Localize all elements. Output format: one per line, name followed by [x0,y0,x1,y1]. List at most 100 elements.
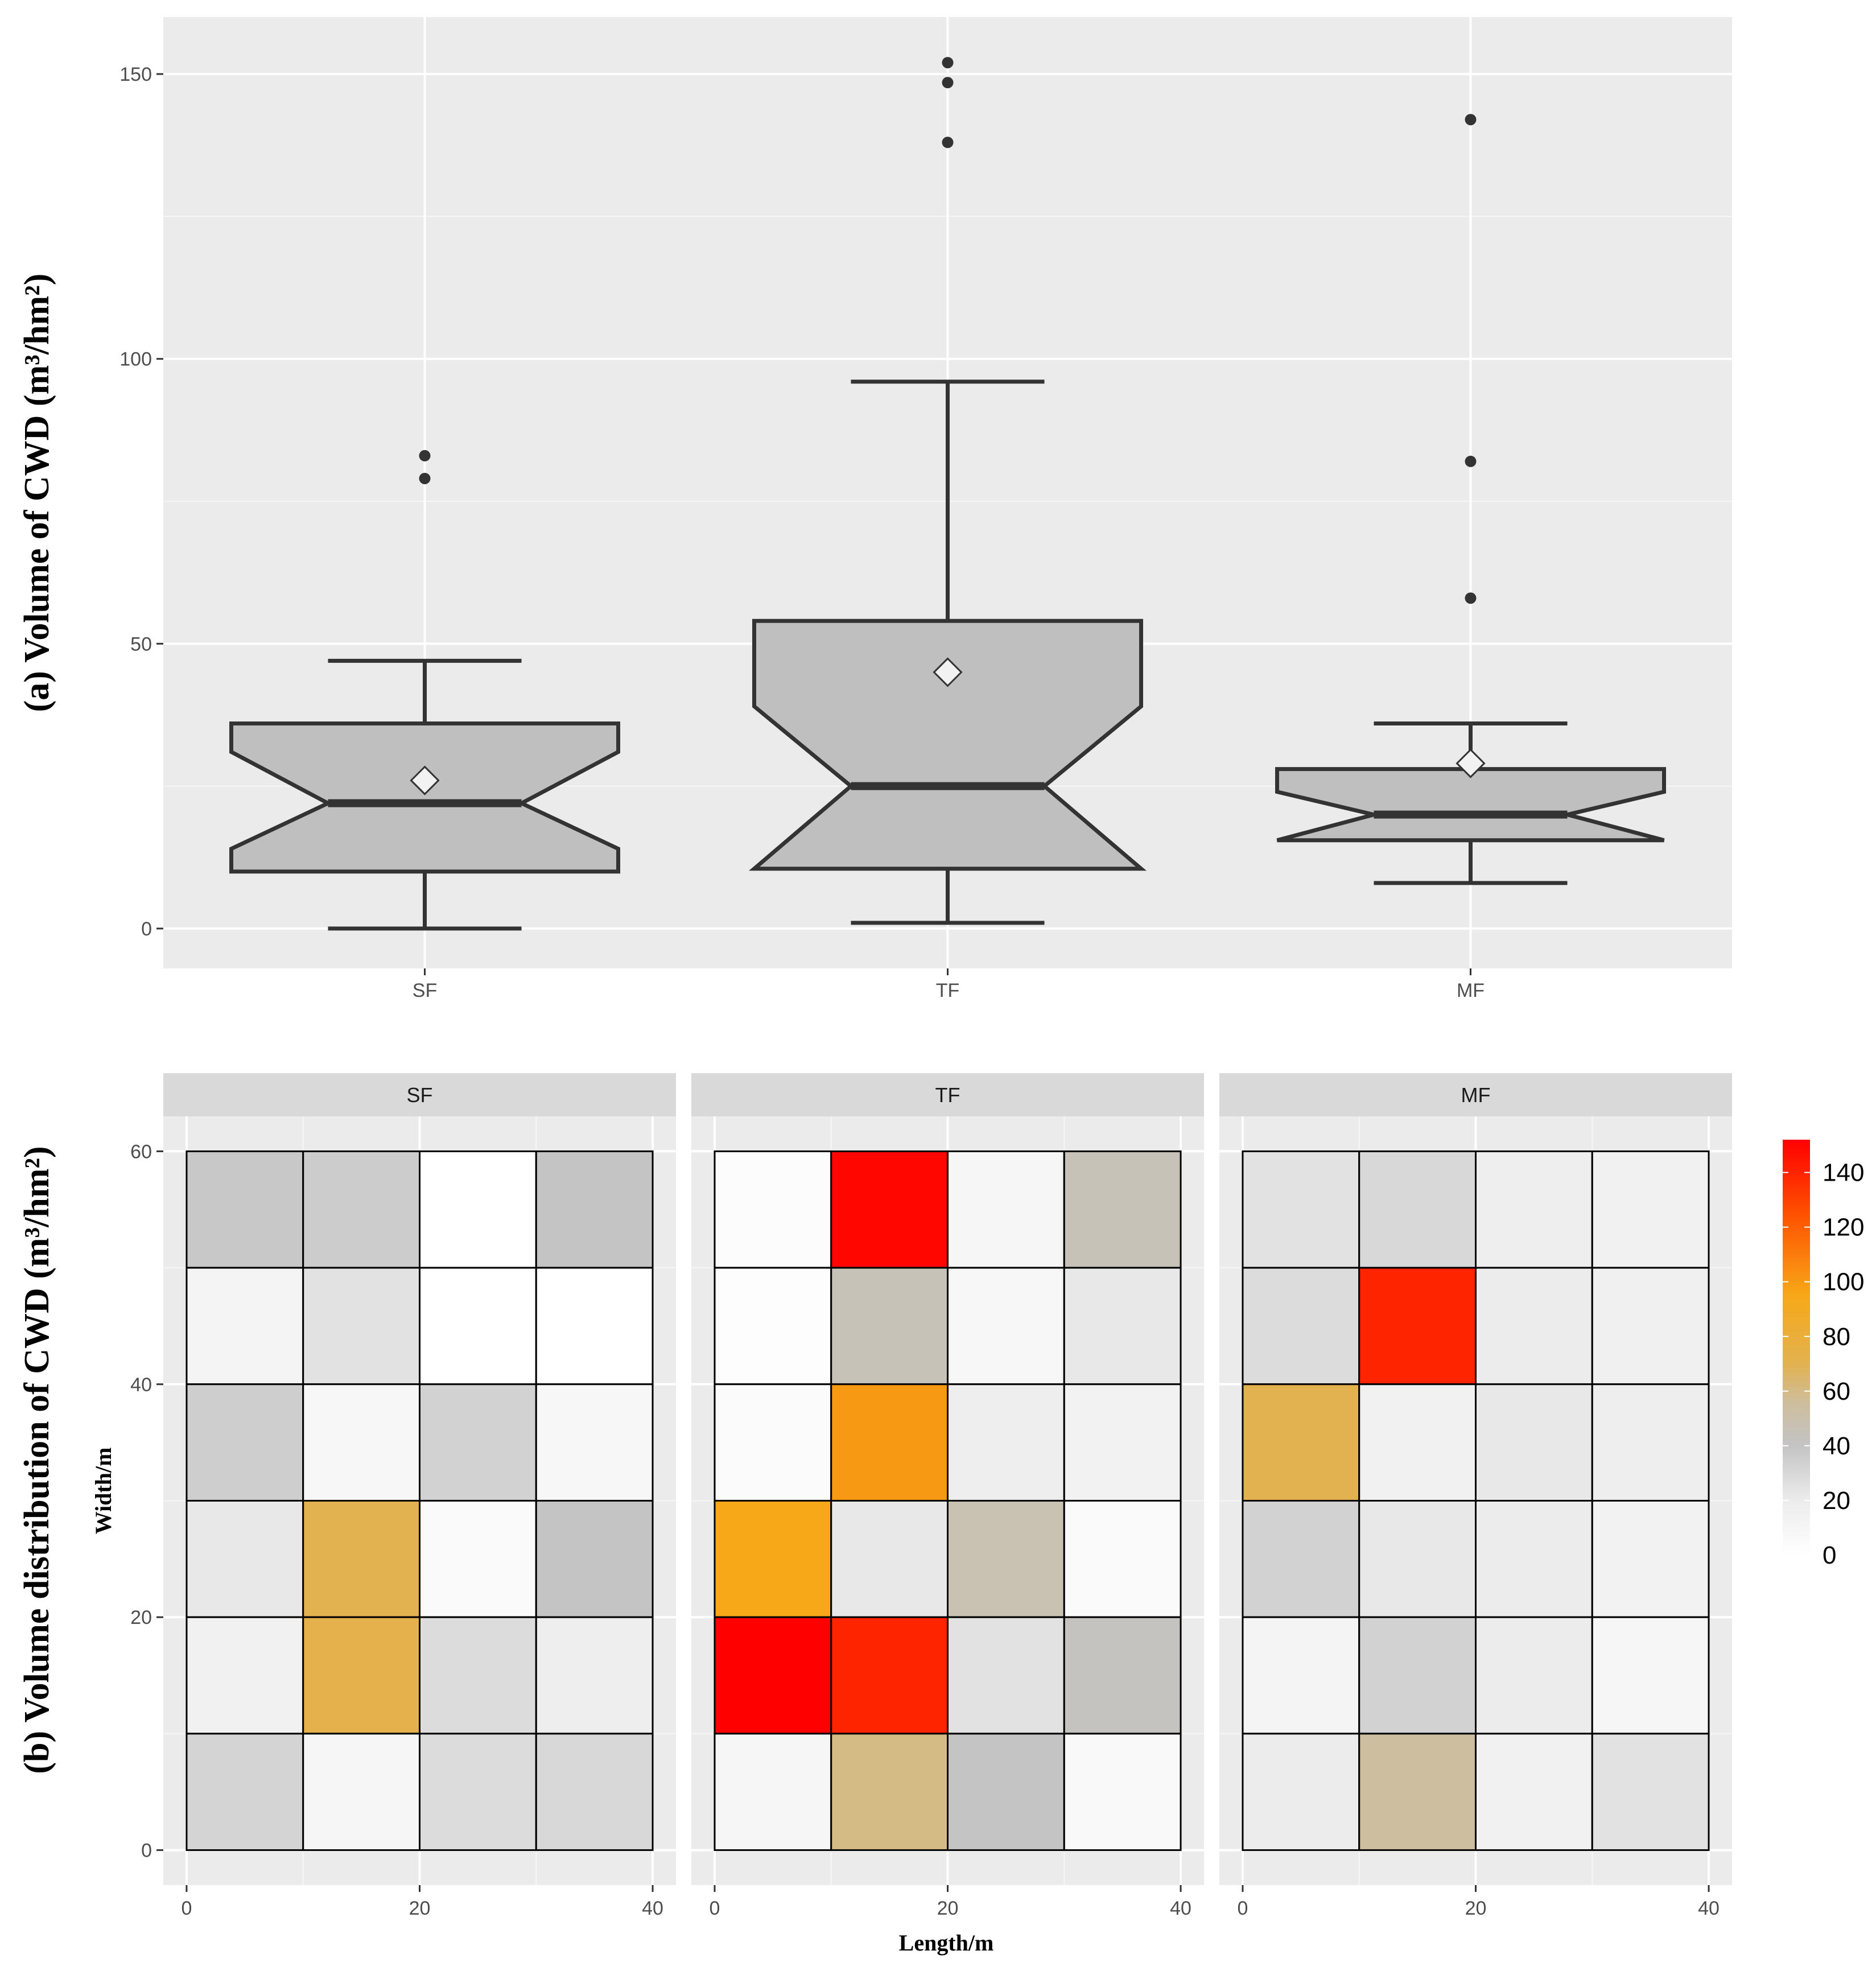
x-tick-label: 40 [1170,1898,1191,1919]
heatmap-cell [714,1500,832,1618]
heatmap-cell [302,1150,421,1269]
mean-diamond [933,657,963,687]
colorbar-tick-label: 140 [1823,1159,1864,1187]
heatmap-cell [185,1383,304,1502]
y-tick-label: 40 [130,1374,152,1396]
heatmap-cell [1358,1500,1477,1618]
heatmap-cell [535,1616,654,1735]
heatmap-cell [1358,1733,1477,1851]
heatmap-cell [185,1500,304,1618]
heatmap-width-axis-title: Width/m [90,1448,116,1535]
x-tick-label: 20 [1465,1898,1487,1919]
heatmap-cell [1475,1267,1593,1385]
heatmap-cell [830,1500,949,1618]
heatmap-cell [419,1150,537,1269]
facet-strip [1219,1073,1732,1116]
outlier-point [1465,592,1477,604]
heatmap-cell [1591,1150,1710,1269]
heatmap-cell [419,1500,537,1618]
heatmap-cell [1063,1500,1182,1618]
x-tick-label: 20 [409,1898,431,1919]
heatmap-cell [535,1267,654,1385]
heatmap-cell [1063,1616,1182,1735]
colorbar-tick-label: 40 [1823,1432,1850,1460]
heatmap-y-ticks: 0 20 40 60 [130,1141,163,1862]
heatmap-cell [830,1733,949,1851]
outlier-point [1465,114,1477,126]
heatmap-cell [830,1150,949,1269]
x-tick-label: 0 [181,1898,192,1919]
outlier-point [419,472,431,484]
facet-strip-label: SF [406,1083,432,1107]
heatmap-cell [1591,1500,1710,1618]
heatmap-cell [535,1733,654,1851]
heatmap-y-axis-title: (b) Volume distribution of CWD (m³/hm²) [18,1146,56,1774]
outlier-point [1465,455,1477,467]
heatmap-cell [1475,1150,1593,1269]
heatmap-cell [714,1733,832,1851]
x-tick-label: 20 [937,1898,959,1919]
heatmap-cell [1358,1383,1477,1502]
heatmap-cell [1242,1267,1360,1385]
boxplot-boxes [229,57,1666,931]
heatmap-cell [714,1383,832,1502]
heatmap-panels: SF 0 20 40 TF 0 20 40 MF 0 20 40 [163,1073,1732,1919]
colorbar-legend: 0 20 40 60 80 100 120 140 [1783,1140,1864,1569]
heatmap-cell [302,1500,421,1618]
x-tick-label: 40 [642,1898,663,1919]
x-tick-label: TF [936,980,960,1001]
colorbar [1783,1140,1810,1555]
x-tick-label: SF [413,980,437,1001]
heatmap-cell [1358,1616,1477,1735]
heatmap-cell [1242,1150,1360,1269]
colorbar-tick-label: 20 [1823,1487,1850,1515]
facet-strip [691,1073,1204,1116]
heatmap-cell [1591,1616,1710,1735]
box-body [749,618,1147,871]
colorbar-tick-label: 120 [1823,1214,1864,1242]
box-body [229,721,620,874]
heatmap-cell [1591,1733,1710,1851]
y-tick-label: 0 [141,1840,152,1862]
heatmap-cell [302,1733,421,1851]
heatmap-cell [419,1383,537,1502]
outlier-point [942,137,954,149]
heatmap-length-axis-title: Length/m [899,1930,994,1956]
heatmap-cell [1475,1383,1593,1502]
x-tick-label: 40 [1698,1898,1720,1919]
heatmap-cell [1591,1267,1710,1385]
heatmap-cell [185,1150,304,1269]
boxplot-x-ticks: SF TF MF [413,968,1485,1001]
heatmap-cell [1063,1383,1182,1502]
boxplot-y-ticks: 0 50 100 150 [119,64,163,940]
heatmap-cell [1475,1616,1593,1735]
y-tick-label: 100 [119,349,152,370]
heatmap-cell [1242,1500,1360,1618]
box-tf [749,57,1147,925]
heatmap-cell [1242,1616,1360,1735]
x-tick-label: 0 [709,1898,720,1919]
outlier-point [942,57,954,69]
y-tick-label: 20 [130,1607,152,1628]
heatmap-cell [1358,1150,1477,1269]
heatmap-cell [830,1267,949,1385]
heatmap-cell [1591,1383,1710,1502]
heatmap-cell [185,1616,304,1735]
heatmap-cell [302,1616,421,1735]
heatmap-cell [1358,1267,1477,1385]
heatmap-cell [830,1383,949,1502]
heatmap-cell [419,1616,537,1735]
heatmap-cell [947,1267,1065,1385]
heatmap-cell [714,1150,832,1269]
heatmap-cell [714,1267,832,1385]
heatmap-cell [535,1383,654,1502]
heatmap-cell [1242,1733,1360,1851]
boxplot-y-axis-title: (a) Volume of CWD (m³/hm²) [18,274,56,712]
heatmap-cell [714,1616,832,1735]
outlier-point [419,450,431,461]
heatmap-cell [947,1150,1065,1269]
y-tick-label: 0 [141,918,152,940]
heatmap-cell [419,1733,537,1851]
